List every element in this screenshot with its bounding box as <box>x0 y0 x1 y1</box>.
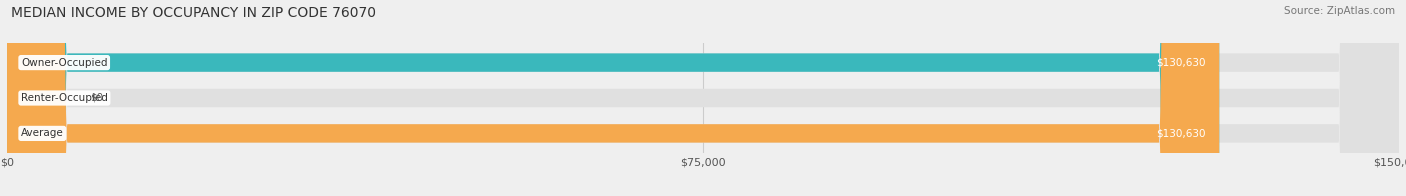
Text: MEDIAN INCOME BY OCCUPANCY IN ZIP CODE 76070: MEDIAN INCOME BY OCCUPANCY IN ZIP CODE 7… <box>11 6 377 20</box>
Text: Owner-Occupied: Owner-Occupied <box>21 58 107 68</box>
FancyBboxPatch shape <box>7 0 1399 196</box>
Text: $130,630: $130,630 <box>1156 58 1205 68</box>
Text: $130,630: $130,630 <box>1156 128 1205 138</box>
FancyBboxPatch shape <box>7 0 1219 196</box>
Text: Average: Average <box>21 128 63 138</box>
FancyBboxPatch shape <box>7 0 1399 196</box>
Text: $0: $0 <box>90 93 104 103</box>
FancyBboxPatch shape <box>7 0 1399 196</box>
FancyBboxPatch shape <box>7 0 1219 196</box>
Text: Source: ZipAtlas.com: Source: ZipAtlas.com <box>1284 6 1395 16</box>
Text: Renter-Occupied: Renter-Occupied <box>21 93 108 103</box>
